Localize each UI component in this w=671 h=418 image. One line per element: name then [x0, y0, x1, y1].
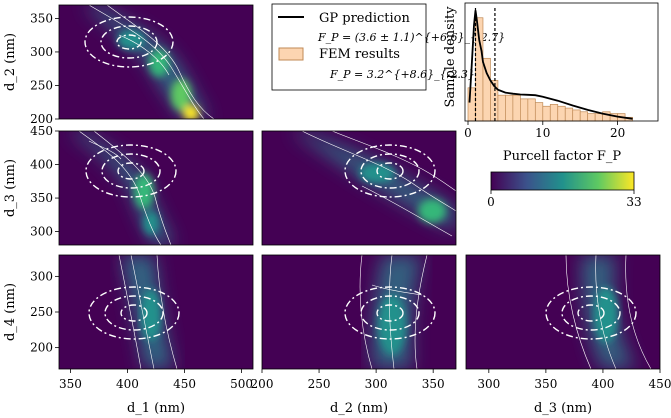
fem-histogram-bar [520, 98, 529, 122]
xtick-label-d2: 200 [251, 377, 274, 391]
fem-histogram-bar [534, 102, 544, 122]
ylabel-d4: d_4 (nm) [3, 283, 18, 341]
xtick-label-d3: 400 [591, 377, 614, 391]
ytick-label-d2: 200 [30, 112, 53, 126]
ylabel-d2: d_2 (nm) [3, 33, 18, 91]
panel-d4-vs-d2 [261, 254, 457, 370]
fem-histogram-bar [594, 113, 603, 122]
fem-histogram-bar [497, 94, 506, 122]
ytick-label-d3: 450 [30, 124, 53, 138]
xlabel-d3: d_3 (nm) [534, 401, 592, 416]
fem-histogram-bar [549, 104, 559, 122]
xtick-label-d2: 350 [422, 377, 445, 391]
panel-d4-vs-d1 [58, 254, 254, 370]
fem-histogram-bar [572, 109, 581, 122]
histogram-ticks: 0 10 20 [464, 121, 625, 140]
ytick-label-d2: 300 [30, 45, 53, 59]
panel-d4-vs-d3 [465, 254, 661, 370]
ytick-label-d4: 250 [30, 305, 53, 319]
ylabel-d3: d_3 (nm) [3, 159, 18, 217]
histogram-xtick-label: 20 [610, 126, 625, 140]
xtick-label-d3: 300 [477, 377, 500, 391]
colorbar: 0 33 [487, 171, 642, 209]
legend: GP prediction F_P = (3.6 ± 1.1)^{+6.6}_{… [271, 3, 505, 91]
panel-d4-d3-plot [466, 255, 660, 369]
panel-d4-d2-plot [262, 255, 456, 369]
fem-histogram-bar [527, 98, 536, 122]
axis-labels: d_2 (nm) d_3 (nm) d_4 (nm) d_1 (nm) d_2 … [3, 33, 592, 416]
xlabel-d2: d_2 (nm) [330, 401, 388, 416]
colorbar-max-label: 33 [626, 195, 641, 209]
colorbar-min-label: 0 [487, 195, 495, 209]
fem-histogram-bar [505, 94, 514, 122]
fem-histogram-bar [579, 111, 589, 122]
ytick-label-d3: 350 [30, 191, 53, 205]
histogram-xtick-label: 0 [464, 126, 472, 140]
xtick-label-d1: 400 [116, 377, 139, 391]
panel-d2-d1-plot [59, 5, 253, 119]
histogram-xlabel: Purcell factor F_P [503, 149, 622, 164]
xtick-label-d1: 500 [230, 377, 253, 391]
panel-d3-d2-plot [262, 131, 456, 245]
histogram-bars [467, 17, 633, 122]
xtick-label-d2: 250 [308, 377, 331, 391]
histogram-ylabel: Sample density [443, 6, 458, 108]
fem-histogram-bar [587, 113, 596, 122]
fem-histogram-bar [542, 105, 551, 122]
panel-d3-vs-d1 [58, 130, 254, 246]
xtick-label-d1: 350 [59, 377, 82, 391]
legend-fem-label: FEM results [319, 47, 400, 62]
panel-d2-vs-d1 [58, 4, 254, 120]
ytick-label-d4: 300 [30, 269, 53, 283]
ytick-label-d2: 350 [30, 11, 53, 25]
fem-histogram-bar [467, 87, 476, 122]
colorbar-gradient [490, 171, 635, 191]
legend-frame [271, 3, 427, 91]
panel-d3-d1-plot [59, 131, 253, 245]
xtick-label-d1: 450 [173, 377, 196, 391]
histogram-xtick-label: 10 [535, 126, 550, 140]
fem-histogram-bar [564, 107, 574, 122]
histogram-dashed-lines [474, 7, 496, 121]
ytick-label-d3: 400 [30, 158, 53, 172]
panel-d3-vs-d2 [261, 130, 457, 246]
fem-histogram-bar [557, 105, 566, 122]
xtick-label-d2: 300 [365, 377, 388, 391]
legend-gp-fp: F_P = (3.6 ± 1.1)^{+6.6}_{-2.7} [317, 31, 505, 44]
gp-prediction-curve [468, 10, 633, 120]
ytick-label-d3: 300 [30, 225, 53, 239]
legend-fem-fp: F_P = 3.2^{+8.6}_{-2.3} [329, 68, 475, 81]
histogram: 0 10 20 Sample density Purcell factor F_P [443, 2, 659, 164]
xlabel-d1: d_1 (nm) [127, 401, 185, 416]
panel-d4-d1-plot [59, 255, 253, 369]
histogram-frame [464, 2, 659, 122]
ytick-label-d2: 250 [30, 78, 53, 92]
xtick-label-d3: 350 [534, 377, 557, 391]
fem-histogram-bar [512, 94, 521, 122]
legend-gp-label: GP prediction [319, 11, 410, 26]
ytick-label-d4: 200 [30, 341, 53, 355]
legend-fem-swatch [278, 47, 304, 61]
xtick-label-d3: 450 [649, 377, 671, 391]
